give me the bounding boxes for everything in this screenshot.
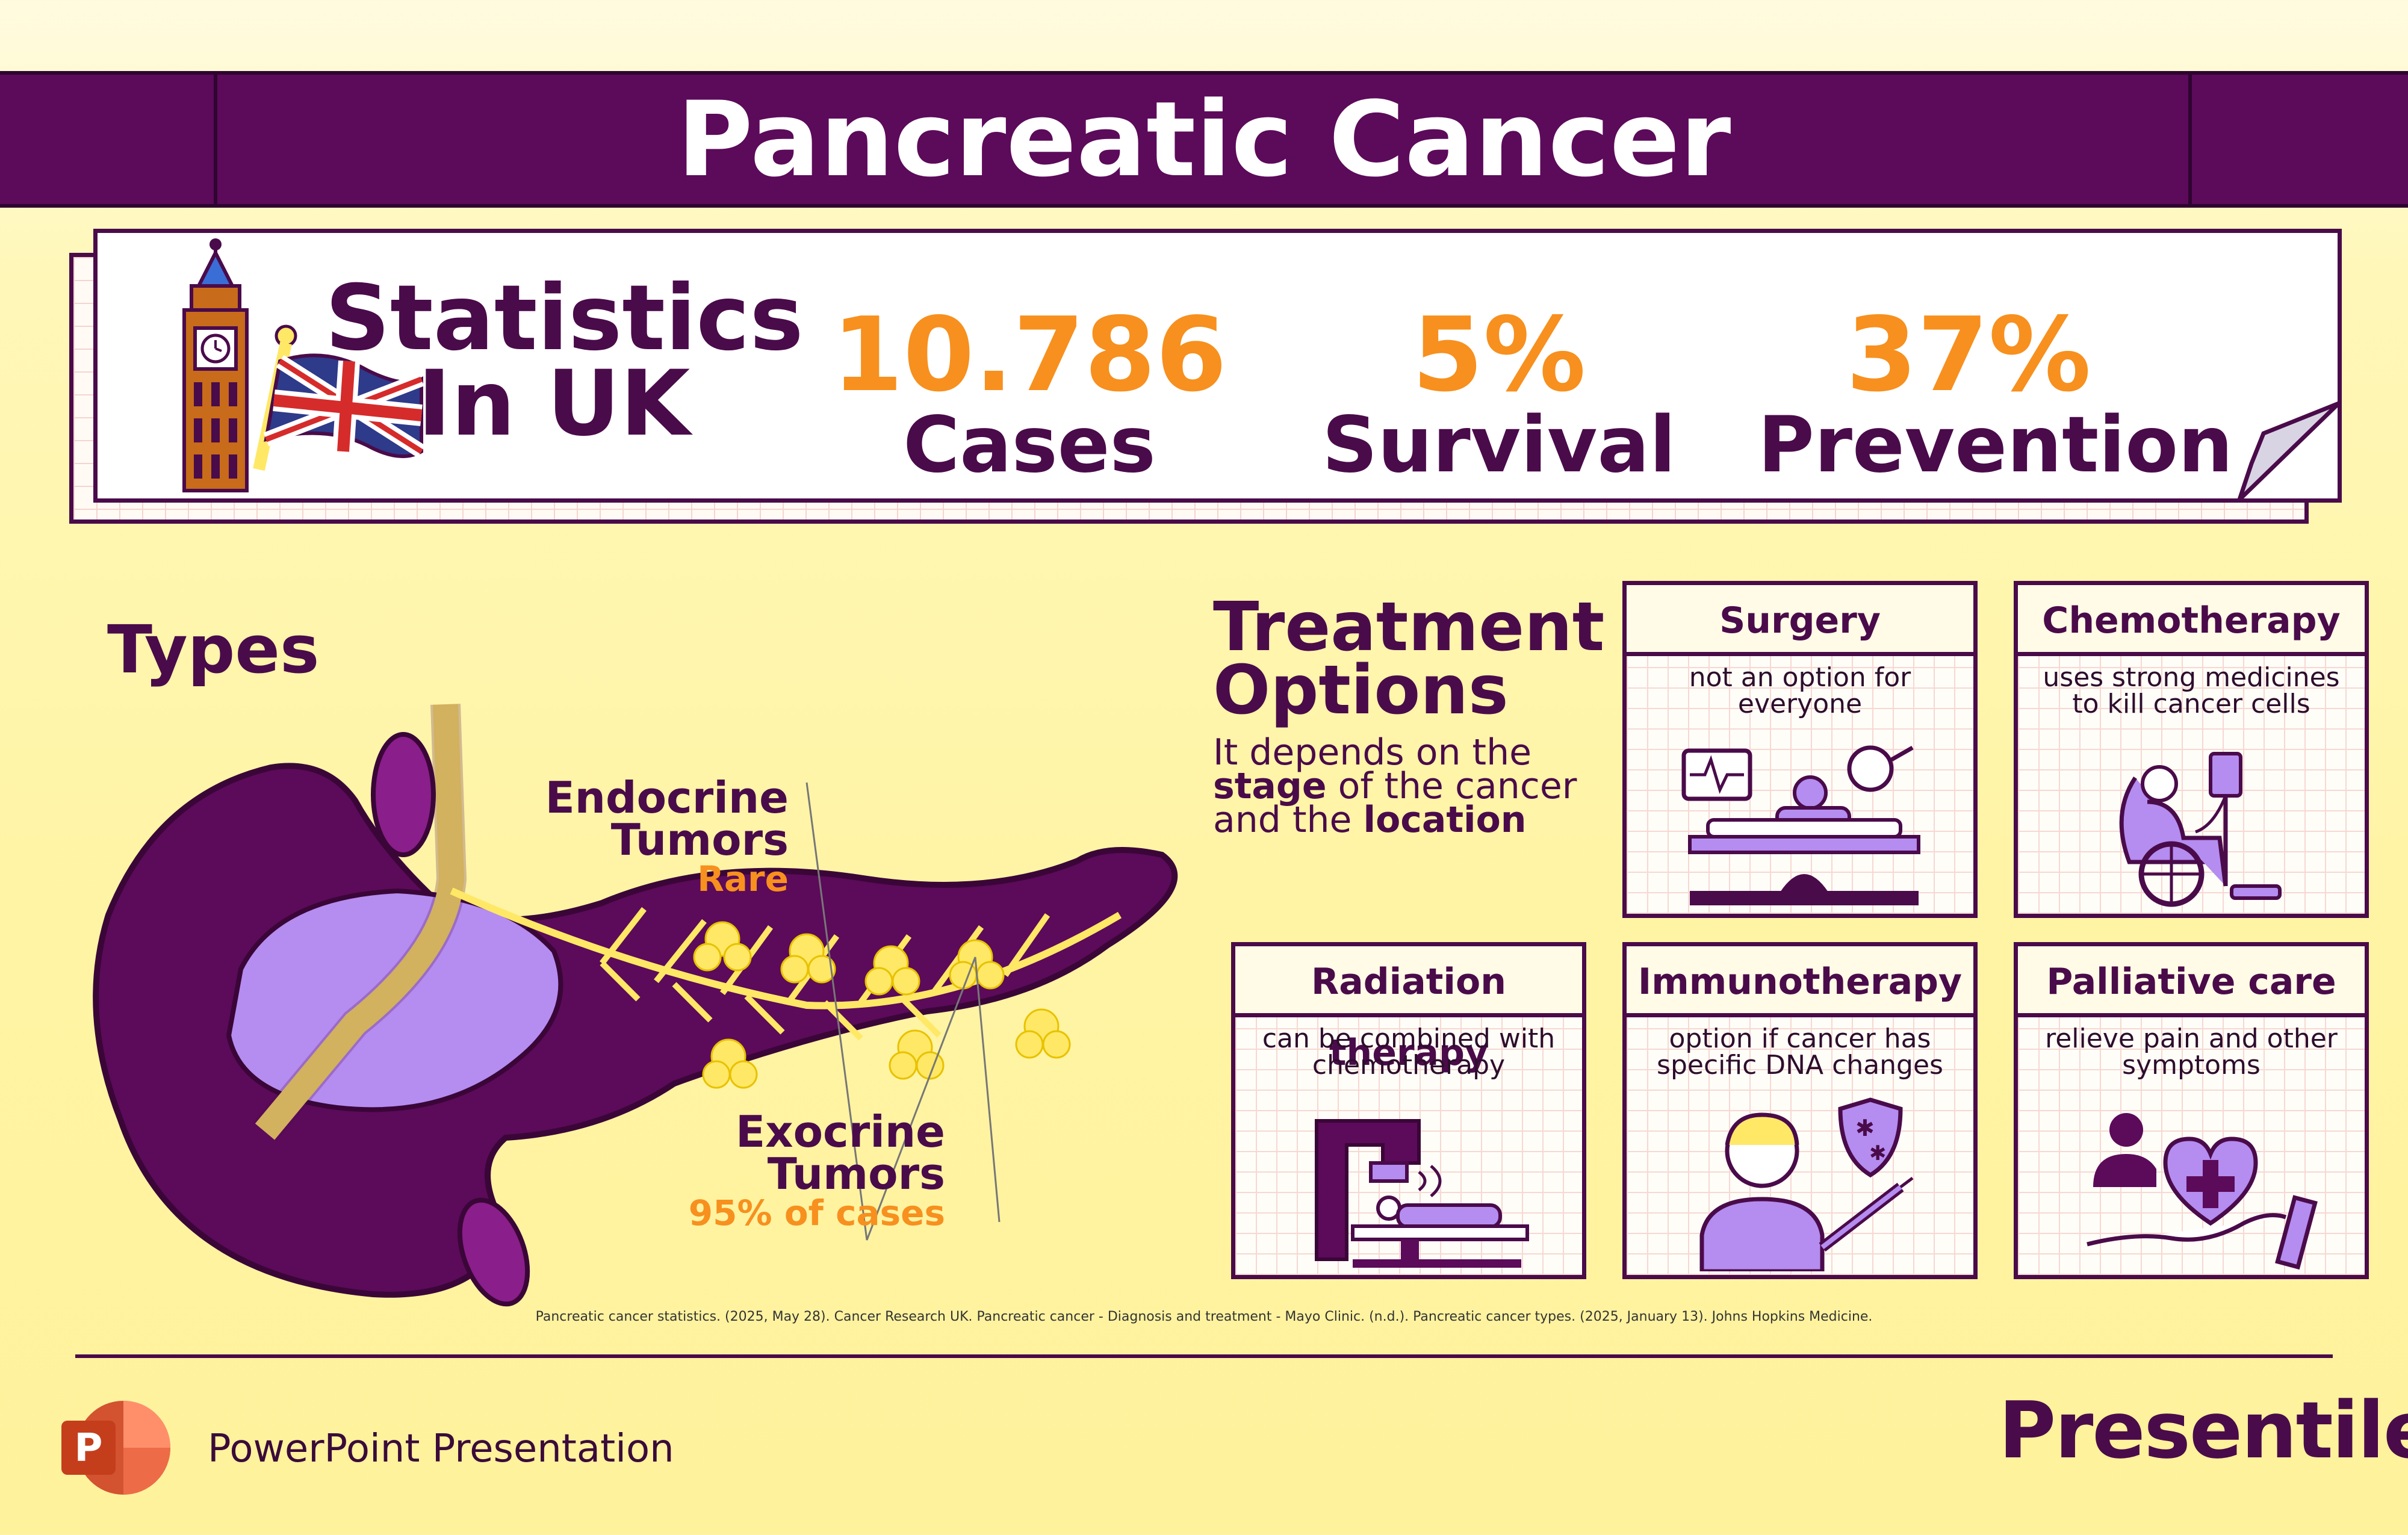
treatment-card-radiation: Radiation therapy can be combined with c… (1231, 942, 1586, 1279)
card-description: not an option for everyone (1689, 662, 1911, 719)
stat-label: Prevention (1758, 400, 2233, 490)
endocrine-line1: Endocrine (545, 772, 789, 823)
page-title: Pancreatic Cancer (677, 79, 1731, 200)
endocrine-label: Endocrine Tumors Rare (482, 772, 789, 899)
card-title: Surgery (1627, 585, 1973, 656)
banner-divider (2188, 75, 2192, 204)
footer-divider (75, 1354, 2333, 1358)
exocrine-sub: 95% of cases (688, 1192, 945, 1233)
treatment-desc-stage: stage (1213, 765, 1327, 807)
stat-value: 5% (1412, 296, 1586, 415)
stat-value: 10.786 (831, 296, 1227, 415)
treatment-desc-line3: and the (1213, 799, 1364, 841)
treatment-card-immunotherapy: Immunotherapy option if cancer has speci… (1622, 942, 1978, 1279)
stat-prevention: 37% Prevention (1758, 296, 2233, 490)
presentile-logo: Presentile (1999, 1385, 2408, 1476)
stat-label: Cases (903, 400, 1156, 490)
treatment-title: Treatment Options (1213, 588, 1605, 730)
card-description: option if cancer has specific DNA change… (1657, 1023, 1943, 1081)
stats-heading-line2: In UK (417, 352, 690, 456)
card-title: Radiation therapy (1235, 946, 1582, 1074)
surgery-icon (1681, 745, 1920, 905)
banner-divider (214, 75, 217, 204)
stat-survival: 5% Survival (1288, 304, 1710, 485)
immunotherapy-icon: ✱ ✱ (1699, 1097, 1914, 1271)
app-label: PowerPoint Presentation (208, 1427, 674, 1471)
treatment-card-palliative: Palliative care relieve pain and other s… (2014, 942, 2369, 1279)
endocrine-sub: Rare (697, 858, 789, 899)
card-title: Chemotherapy (2018, 585, 2365, 656)
svg-text:P: P (75, 1426, 103, 1471)
stats-heading: Statistics In UK (325, 266, 804, 456)
treatment-desc-line1: It depends on the (1213, 731, 1532, 774)
title-banner: Pancreatic Cancer (0, 71, 2408, 208)
big-ben-icon (182, 238, 426, 492)
treatment-desc-line2: of the cancer (1326, 765, 1577, 807)
exocrine-line2: Tumors (767, 1149, 945, 1199)
chemotherapy-icon (2119, 752, 2282, 907)
svg-text:✱: ✱ (1869, 1141, 1887, 1165)
treatment-desc-location: location (1363, 799, 1527, 841)
card-description: uses strong medicines to kill cancer cel… (2043, 662, 2340, 719)
card-description: relieve pain and other symptoms (2045, 1023, 2338, 1081)
pancreas-illustration (93, 704, 1178, 1307)
exocrine-line1: Exocrine (735, 1106, 945, 1157)
powerpoint-icon[interactable]: P (60, 1397, 181, 1499)
stat-cases: 10.786 Cases (819, 304, 1240, 485)
treatment-card-surgery: Surgery not an option for everyone (1622, 581, 1978, 918)
exocrine-label: Exocrine Tumors 95% of cases (638, 1106, 945, 1233)
treatment-description: It depends on the stage of the cancer an… (1213, 731, 1598, 838)
stats-card (93, 229, 2342, 503)
types-title: Types (107, 611, 320, 688)
card-title: Immunotherapy (1627, 946, 1973, 1017)
radiation-icon (1315, 1119, 1529, 1268)
card-description: can be combined with chemotherapy (1262, 1023, 1556, 1081)
treatment-title-line2: Options (1213, 651, 1509, 730)
endocrine-line2: Tumors (610, 814, 789, 865)
stat-value: 37% (1846, 296, 2091, 415)
stat-label: Survival (1322, 400, 1676, 490)
stats-heading-line1: Statistics (325, 266, 804, 371)
palliative-icon (2087, 1113, 2318, 1270)
references: Pancreatic cancer statistics. (2025, May… (535, 1309, 1873, 1324)
card-title: Palliative care (2018, 946, 2365, 1017)
page-curl-icon (2237, 401, 2341, 501)
svg-text:✱: ✱ (1855, 1115, 1875, 1141)
treatment-title-line1: Treatment (1213, 588, 1605, 666)
treatment-card-chemotherapy: Chemotherapy uses strong medicines to ki… (2014, 581, 2369, 918)
